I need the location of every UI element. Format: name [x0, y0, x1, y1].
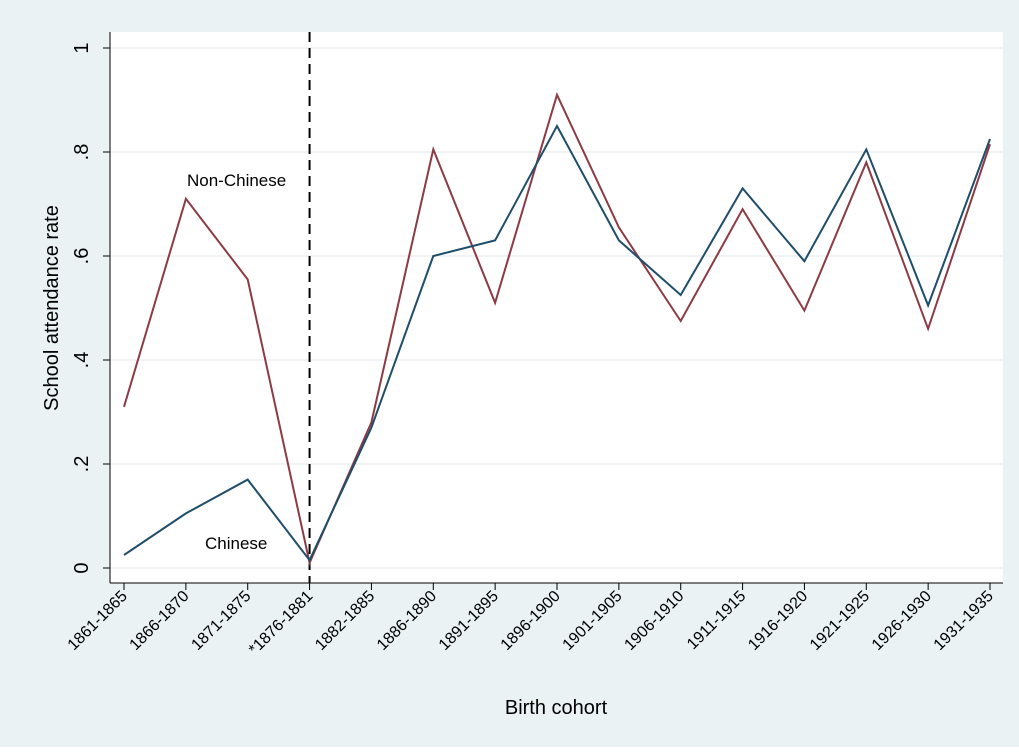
x-tick-label-5: 1886-1890: [374, 588, 440, 654]
x-tick-label-9: 1906-1910: [621, 588, 687, 654]
y-tick-label-4: .8: [71, 144, 93, 161]
x-tick-label-14: 1931-1935: [931, 588, 997, 654]
y-axis-title: School attendance rate: [41, 205, 63, 411]
x-tick-label-7: 1896-1900: [498, 588, 564, 654]
x-tick-label-2: 1871-1875: [188, 588, 254, 654]
y-tick-label-3: .6: [71, 248, 93, 265]
x-tick-label-1: 1866-1870: [127, 588, 193, 654]
series-line-chinese: [123, 123, 991, 563]
label-non-chinese: Non-Chinese: [187, 171, 286, 190]
y-tick-label-1: .2: [71, 456, 93, 473]
x-tick-label-13: 1926-1930: [869, 588, 935, 654]
y-ticks: 0 .2 .4 .6 .8 1: [71, 42, 110, 574]
y-tick-label-5: 1: [71, 42, 93, 53]
x-tick-label-8: 1901-1905: [560, 588, 626, 654]
annotations: Non-Chinese Chinese: [187, 171, 286, 553]
series: [123, 91, 991, 567]
y-tick-label-0: 0: [71, 562, 93, 573]
x-ticks: 1861-18651866-18701871-1875*1876-1881188…: [65, 583, 997, 658]
x-tick-label-4: 1882-1885: [312, 588, 378, 654]
y-tick-label-2: .4: [71, 352, 93, 369]
x-tick-label-6: 1891-1895: [436, 588, 502, 654]
plot-area: [110, 32, 1003, 583]
x-tick-label-0: 1861-1865: [65, 588, 131, 654]
series-line-non-chinese: [123, 91, 991, 567]
gridlines: [110, 47, 1003, 569]
x-tick-label-3: *1876-1881: [246, 588, 317, 659]
x-tick-label-10: 1911-1915: [684, 588, 749, 653]
x-axis-title: Birth cohort: [505, 697, 608, 719]
x-tick-label-12: 1921-1925: [807, 588, 873, 654]
x-tick-label-11: 1916-1920: [745, 588, 811, 654]
label-chinese: Chinese: [205, 534, 267, 553]
